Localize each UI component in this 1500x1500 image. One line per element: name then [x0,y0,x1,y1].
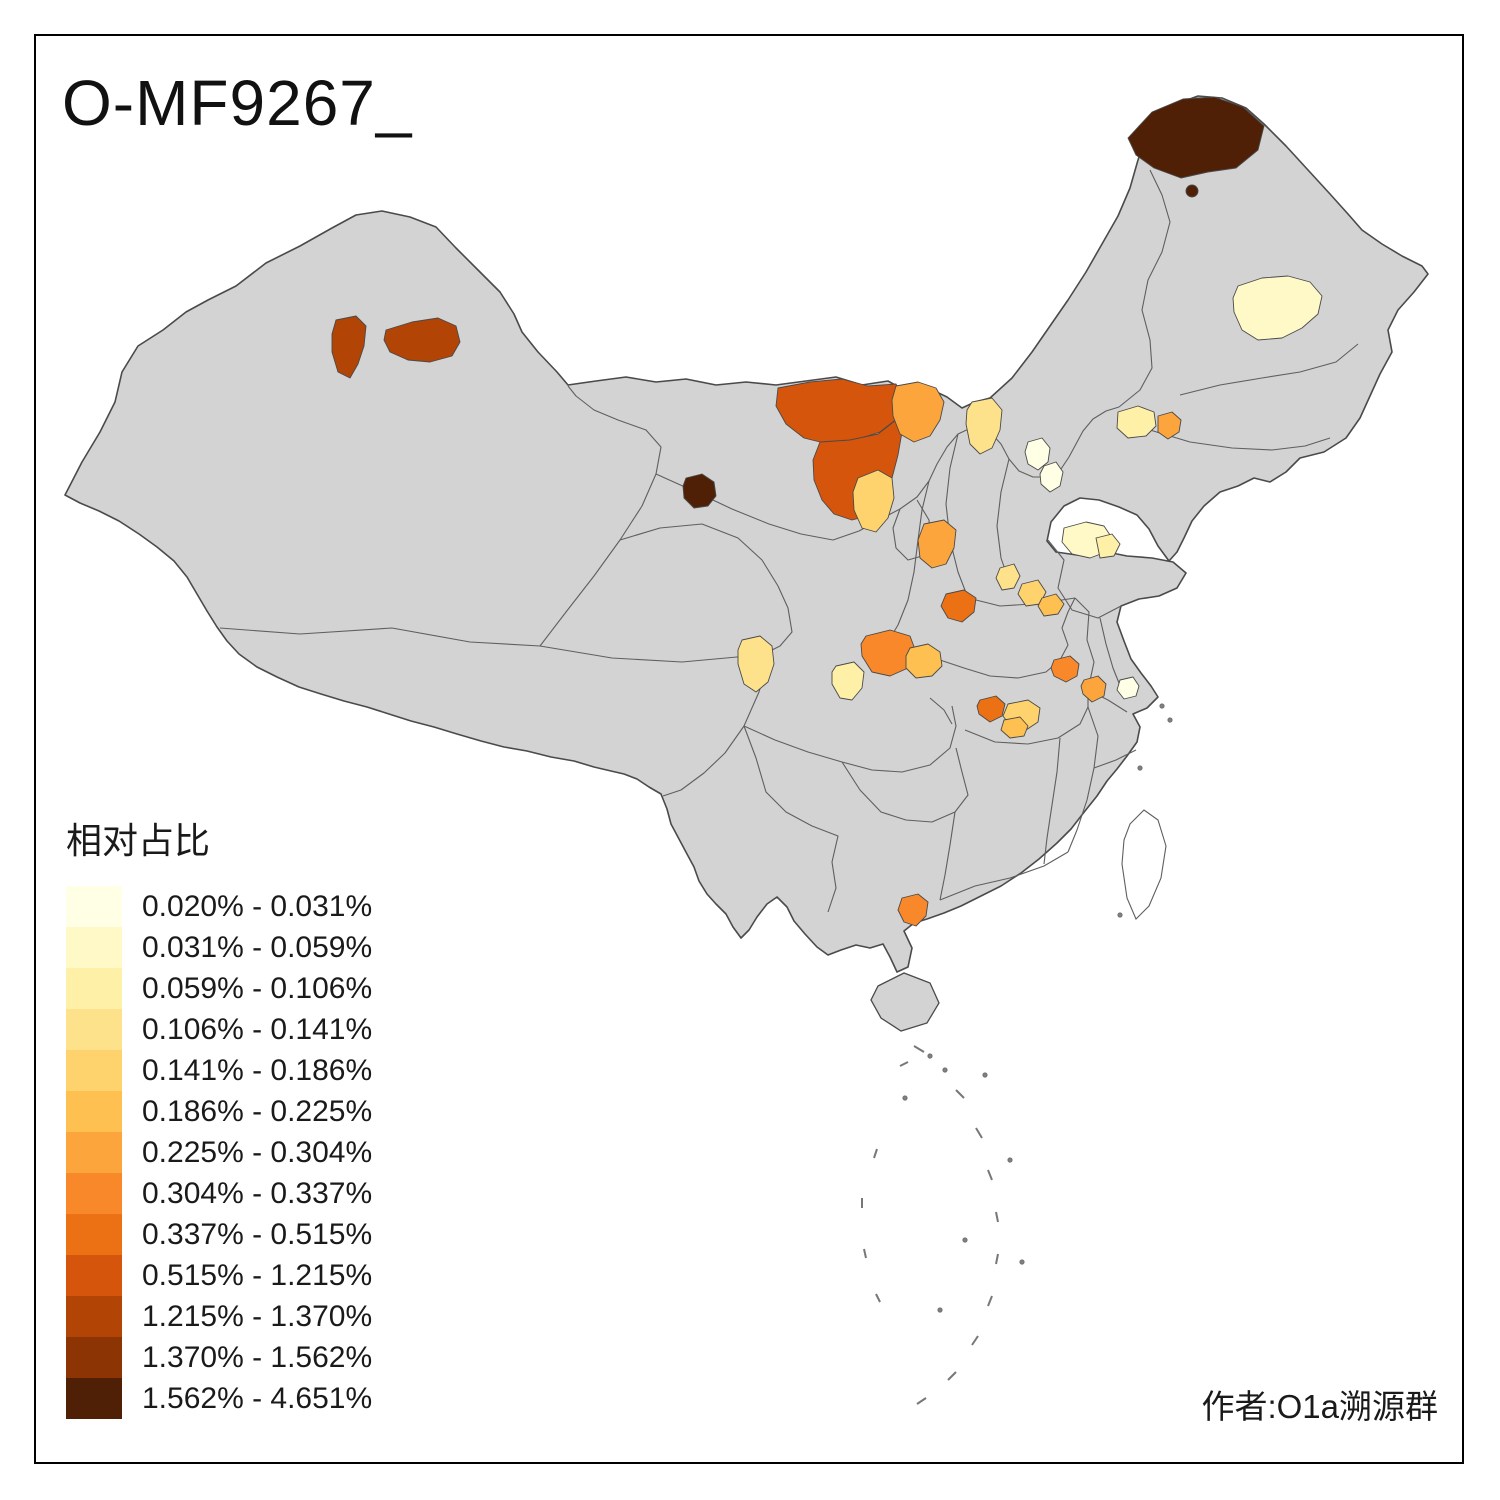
legend-label: 0.059% - 0.106% [142,971,373,1005]
region-patch [1127,96,1265,179]
region-patch [1037,593,1065,617]
legend-swatch [66,1132,122,1173]
region-patch [940,589,977,623]
legend-label: 0.141% - 0.186% [142,1053,373,1087]
legend-label: 1.370% - 1.562% [142,1340,373,1374]
legend-row: 0.186% - 0.225% [66,1091,372,1132]
hainan-island [870,972,940,1032]
legend-swatch [66,1296,122,1337]
legend-label: 0.515% - 1.215% [142,1258,373,1292]
legend-row: 0.020% - 0.031% [66,886,372,927]
region-patch [1095,533,1121,559]
region-patch [965,397,1003,455]
legend-swatch [66,1091,122,1132]
region-patch [917,519,957,569]
south-china-sea-islands [861,703,1173,1405]
legend-label: 0.337% - 0.515% [142,1217,373,1251]
region-patch [383,317,461,363]
region-patch [1116,405,1157,439]
legend-label: 0.031% - 0.059% [142,930,373,964]
legend-swatch [66,927,122,968]
legend-swatch [66,968,122,1009]
region-patch [1024,437,1051,471]
legend-row: 0.304% - 0.337% [66,1173,372,1214]
region-patch [1116,676,1140,700]
credit-text: 作者:O1a溯源群 [1201,1388,1438,1425]
taiwan-island [1121,809,1167,920]
region-patch [737,635,775,693]
region-patch [682,473,717,509]
region-patch [995,563,1021,591]
legend-swatch [66,1050,122,1091]
region-patch [860,629,917,677]
region-patch [1000,716,1029,739]
legend-color-bar: 0.020% - 0.031% 0.031% - 0.059% 0.059% - 0… [66,886,372,1419]
region-patch [1232,275,1323,341]
region-patch [831,661,865,701]
legend-row: 1.370% - 1.562% [66,1337,372,1378]
legend-title: 相对占比 [66,820,211,861]
legend-label: 0.225% - 0.304% [142,1135,373,1169]
region-patch [1039,461,1064,493]
region-patch [1185,184,1199,198]
legend-swatch [66,1378,122,1419]
legend-row: 1.215% - 1.370% [66,1296,372,1337]
legend-label: 0.020% - 0.031% [142,889,373,923]
region-patch [891,381,945,443]
legend-label: 0.304% - 0.337% [142,1176,373,1210]
islands [870,809,1167,1032]
legend-row: 0.141% - 0.186% [66,1050,372,1091]
legend-row: 0.031% - 0.059% [66,927,372,968]
legend-label: 1.215% - 1.370% [142,1299,373,1333]
legend-row: 0.106% - 0.141% [66,1009,372,1050]
region-patch [1080,675,1107,703]
region-patch [1050,655,1080,683]
legend-swatch [66,1337,122,1378]
region-patch [331,315,367,379]
region-patch [976,695,1006,723]
legend-label: 1.562% - 4.651% [142,1381,373,1415]
legend-swatch [66,1009,122,1050]
region-patch [852,469,895,533]
legend-label: 0.106% - 0.141% [142,1012,373,1046]
legend-swatch [66,1255,122,1296]
legend-label: 0.186% - 0.225% [142,1094,373,1128]
legend-row: 0.225% - 0.304% [66,1132,372,1173]
legend-swatch [66,886,122,927]
legend-row: 0.337% - 0.515% [66,1214,372,1255]
region-patch [1157,411,1182,440]
region-patch [897,893,929,927]
legend-row: 0.515% - 1.215% [66,1255,372,1296]
legend-row: 0.059% - 0.106% [66,968,372,1009]
legend: 相对占比 0.020% - 0.031% 0.031% - 0.059% 0.059… [66,812,372,1419]
choropleth-regions [331,96,1323,927]
plot-title: O-MF9267_ [62,67,413,139]
legend-swatch [66,1173,122,1214]
legend-swatch [66,1214,122,1255]
legend-row: 1.562% - 4.651% [66,1378,372,1419]
region-patch [905,643,943,679]
